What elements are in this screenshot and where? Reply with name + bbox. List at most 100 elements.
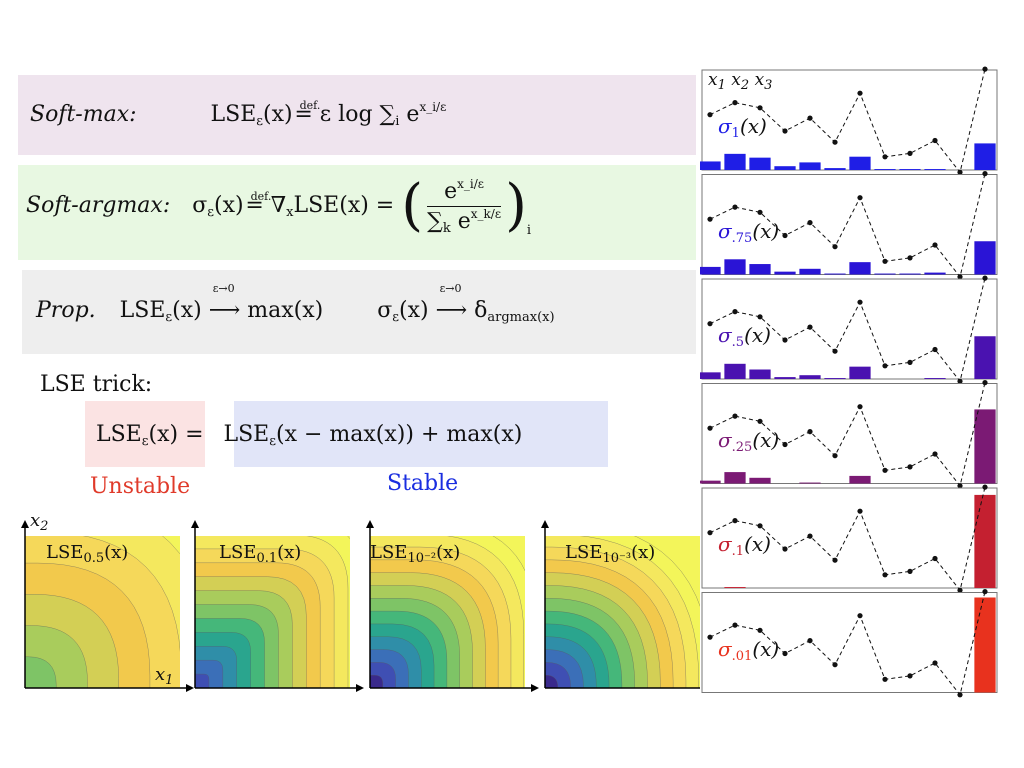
prob-bar	[799, 162, 821, 170]
input-value-point	[732, 204, 738, 210]
input-value-point	[807, 638, 813, 644]
prob-bar	[924, 272, 946, 275]
prob-bar	[824, 168, 846, 170]
input-value-point	[807, 429, 813, 435]
softmax-box	[18, 75, 696, 155]
prob-bar	[724, 587, 746, 588]
prob-bar	[974, 597, 996, 693]
input-value-point	[707, 634, 713, 640]
input-value-point	[907, 568, 913, 574]
prop-box	[22, 270, 696, 354]
sigma-arg: (x)	[744, 323, 771, 347]
input-value-point	[857, 508, 863, 514]
temperature-sub: .01	[731, 648, 753, 664]
input-value-point	[757, 523, 763, 529]
prop-name: Prop.	[36, 298, 96, 323]
input-value-point	[982, 589, 988, 595]
input-value-point	[807, 533, 813, 539]
softargmax-box	[18, 165, 696, 260]
sigma-symbol: σ	[718, 323, 732, 347]
input-value-point	[707, 321, 713, 327]
input-value-point	[807, 220, 813, 226]
softmax-temperature-panels	[700, 66, 998, 698]
input-value-point	[882, 467, 888, 473]
input-value-point	[757, 418, 763, 424]
panel-label-3: σ.25(x)	[718, 427, 780, 455]
prob-bar	[974, 494, 996, 588]
input-value-point	[982, 171, 988, 177]
contour-label-3: LSE10⁻³(x)	[565, 542, 656, 566]
input-value-point	[707, 530, 713, 536]
contour-plot-2	[366, 520, 539, 692]
y-axis-arrow	[541, 520, 549, 528]
input-value-point	[882, 572, 888, 578]
sigma-symbol: σ	[718, 532, 732, 556]
sigma-arg: (x)	[739, 114, 767, 138]
sigma-arg: (x)	[752, 427, 780, 452]
contour-label-1: LSE0.1(x)	[219, 542, 302, 566]
panel-label-4: σ.1(x)	[718, 532, 771, 559]
input-value-point	[982, 275, 988, 281]
contour-plot-0	[21, 520, 194, 692]
prob-bar	[774, 271, 796, 275]
contour-label-0: LSE0.5(x)	[46, 542, 129, 566]
panel-frame	[701, 383, 998, 484]
input-value-point	[757, 105, 763, 111]
unstable-box	[85, 401, 205, 467]
input-values-line	[709, 591, 986, 696]
input-value-point	[907, 464, 913, 470]
input-value-point	[932, 137, 938, 144]
prob-bar	[974, 241, 996, 275]
input-value-point	[857, 195, 863, 201]
softargmax-formula: Soft-argmax: σε(x) def.= ∇xLSE(x) = ( ex…	[26, 173, 532, 239]
prop-formula: Prop. LSEε(x) ε→0 ⟶ max(x) σε(x) ε→0 ⟶ δar…	[36, 282, 555, 325]
input-value-point	[932, 660, 938, 666]
prob-bar	[749, 264, 771, 275]
input-value-point	[982, 484, 988, 490]
temperature-sub: .5	[731, 335, 745, 350]
x-axis-arrow	[186, 684, 194, 692]
input-value-point	[932, 451, 938, 457]
prob-bar	[749, 369, 771, 379]
prob-bar	[700, 372, 721, 379]
prob-bar	[749, 477, 771, 484]
panel-frame	[701, 69, 998, 171]
prob-bar	[724, 153, 746, 170]
input-value-point	[932, 555, 938, 562]
input-value-point	[857, 299, 863, 305]
prob-bar	[874, 169, 896, 170]
panel-frame	[701, 487, 998, 589]
input-value-point	[782, 337, 788, 343]
prob-bar	[724, 472, 746, 484]
top-x-labels: x1 x2 x3	[708, 70, 773, 93]
sigma-arg: (x)	[744, 532, 771, 556]
prob-bar	[849, 262, 871, 275]
contour-plot-1	[191, 520, 364, 692]
prob-bar	[824, 378, 846, 379]
temperature-sub: 1	[731, 126, 740, 141]
input-value-point	[907, 673, 913, 679]
input-value-point	[707, 112, 713, 118]
prob-bar	[749, 157, 771, 170]
input-value-point	[707, 216, 713, 222]
y-axis-arrow	[191, 520, 199, 528]
input-value-point	[832, 348, 838, 354]
softmax-panel-0	[700, 66, 998, 175]
input-value-point	[832, 662, 838, 668]
input-values-line	[709, 486, 986, 592]
input-value-point	[957, 169, 963, 175]
softmax-name: Soft-max:	[30, 102, 137, 127]
input-value-point	[932, 242, 938, 248]
contour-plots	[21, 520, 700, 692]
input-value-point	[857, 90, 863, 96]
temperature-sub: .1	[731, 544, 745, 559]
input-value-point	[757, 209, 763, 215]
input-value-point	[807, 324, 813, 330]
input-values-line	[709, 68, 986, 174]
prob-bar	[849, 366, 871, 379]
input-value-point	[957, 274, 963, 280]
prob-bar	[849, 475, 871, 484]
prob-bar	[974, 409, 996, 484]
input-values-line	[709, 382, 986, 487]
input-value-point	[782, 650, 788, 657]
